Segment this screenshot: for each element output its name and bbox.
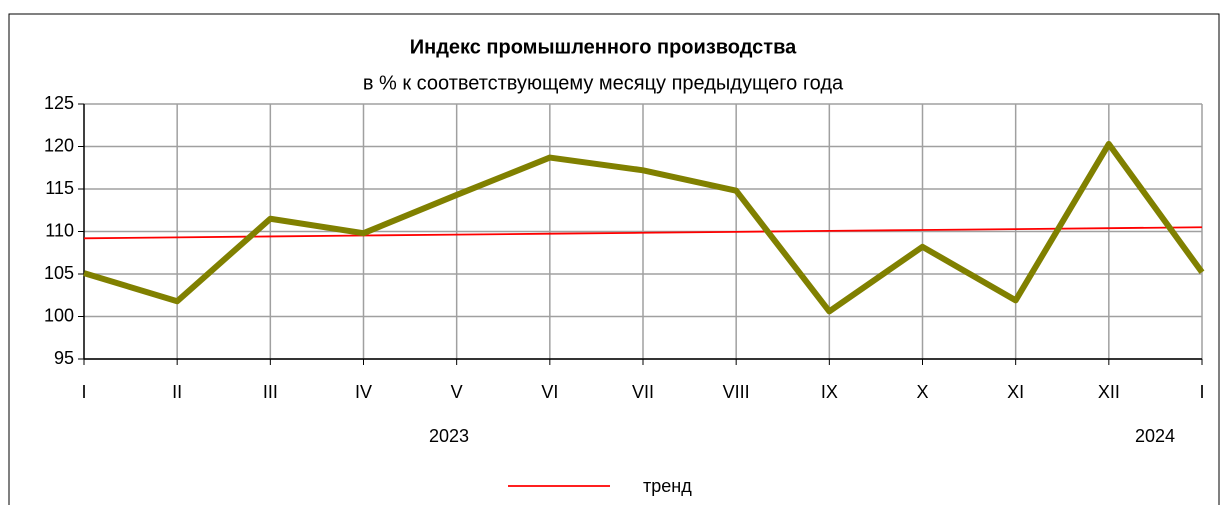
x-tick-label: IV [355, 382, 372, 402]
y-tick-label: 110 [45, 220, 74, 240]
x-tick-label: V [451, 382, 463, 402]
x-tick-label: I [1199, 382, 1204, 402]
x-tick-label: XI [1007, 382, 1024, 402]
x-tick-label: VII [632, 382, 654, 402]
data-line [83, 140, 1205, 315]
y-tick-label: 120 [44, 135, 74, 155]
legend-label: тренд [643, 476, 692, 496]
x-tick-label: III [263, 382, 278, 402]
frame [8, 13, 1220, 505]
x-tick-label: IX [821, 382, 838, 402]
chart-title: Индекс промышленного производства [410, 36, 797, 58]
x-tick-label: I [81, 382, 86, 402]
year-label: 2024 [1135, 426, 1175, 446]
x-tick-label: VIII [723, 382, 750, 402]
y-tick-label: 95 [54, 348, 74, 368]
x-tick-label: X [916, 382, 928, 402]
trend-line [83, 226, 1203, 240]
y-tick-label: 100 [44, 305, 74, 325]
year-label: 2023 [429, 426, 469, 446]
x-tick-label: VI [541, 382, 558, 402]
x-tick-label: II [172, 382, 182, 402]
y-tick-label: 115 [45, 178, 74, 198]
y-tick-label: 105 [44, 263, 74, 283]
x-tick-label: XII [1098, 382, 1120, 402]
y-tick-label: 125 [44, 93, 74, 113]
chart-subtitle: в % к соответствующему месяцу предыдущег… [363, 72, 844, 94]
